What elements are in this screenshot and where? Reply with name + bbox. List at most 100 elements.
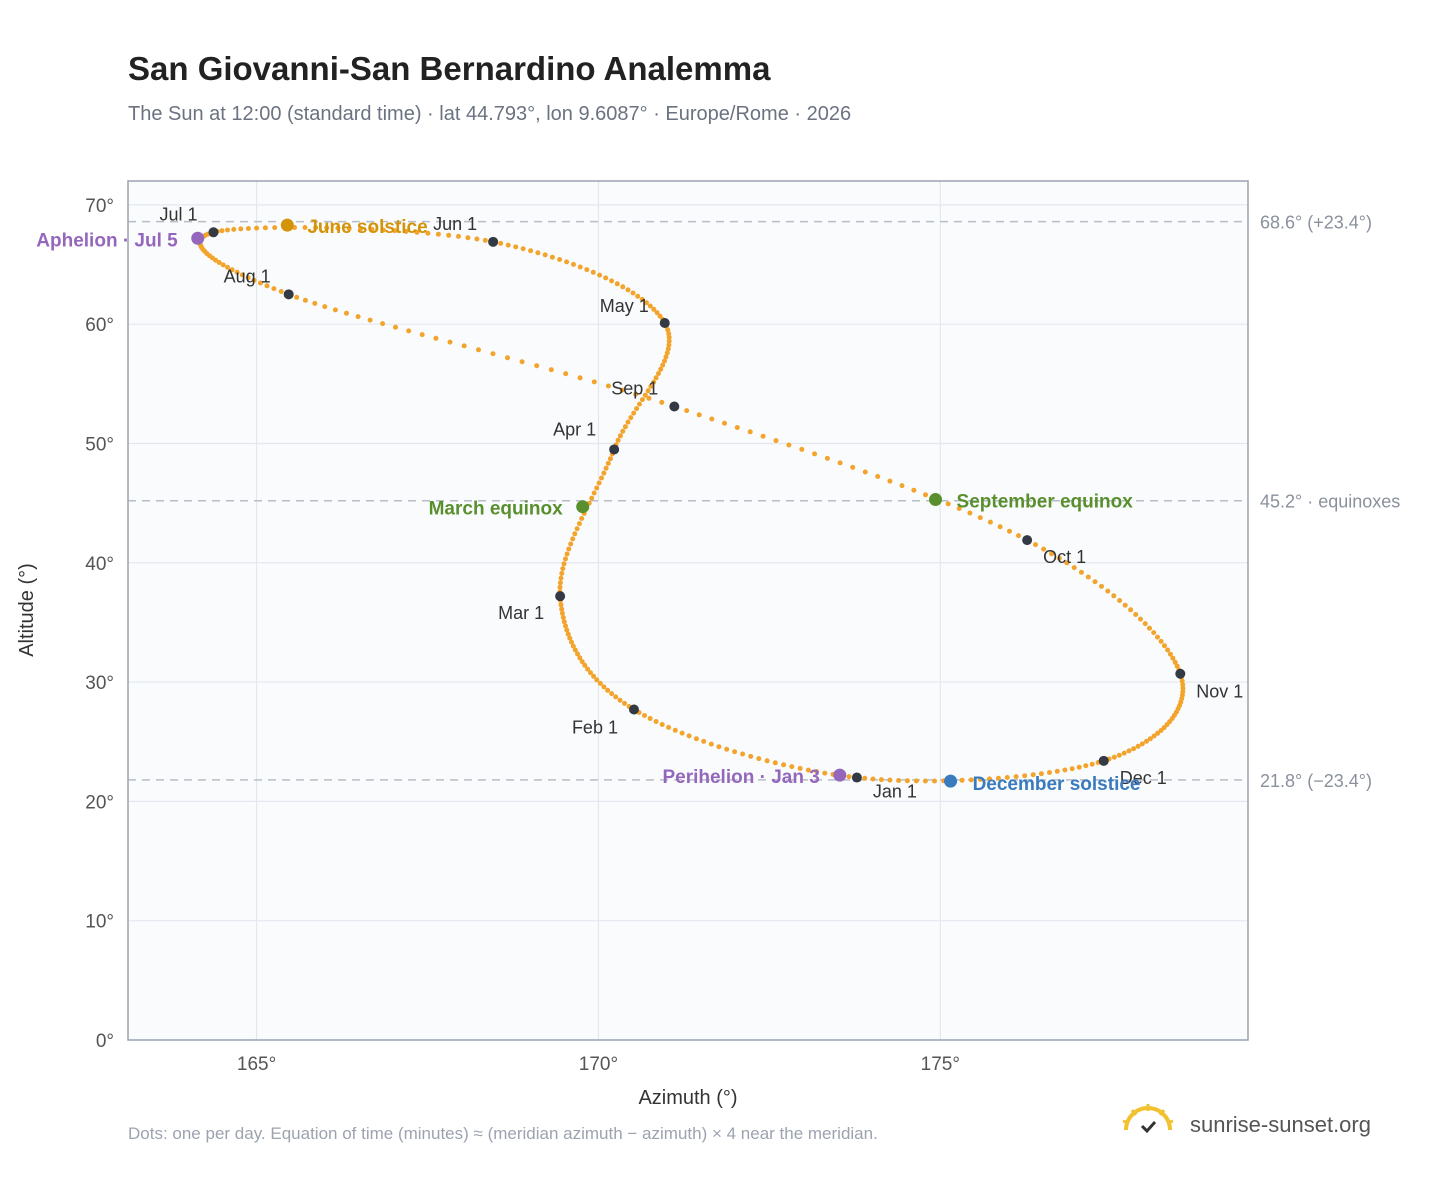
x-tick-label: 165° bbox=[237, 1054, 276, 1075]
daily-dot bbox=[520, 246, 526, 252]
daily-dot bbox=[633, 391, 639, 397]
daily-dot bbox=[367, 317, 373, 323]
month-label: Jun 1 bbox=[433, 214, 477, 234]
daily-dot bbox=[1056, 555, 1062, 561]
daily-dot bbox=[878, 777, 884, 783]
daily-dot bbox=[837, 460, 843, 466]
daily-dot bbox=[709, 416, 715, 422]
event-marker bbox=[944, 774, 958, 788]
y-tick-label: 10° bbox=[85, 912, 114, 933]
daily-dot bbox=[1030, 772, 1036, 778]
daily-dot bbox=[716, 744, 722, 750]
daily-dot bbox=[245, 275, 251, 281]
daily-dot bbox=[647, 716, 653, 721]
daily-dot bbox=[1139, 741, 1145, 747]
daily-dot bbox=[642, 713, 647, 718]
daily-dot bbox=[659, 399, 665, 405]
daily-dot bbox=[1170, 655, 1176, 661]
daily-dot bbox=[605, 460, 611, 466]
daily-dot bbox=[1049, 551, 1055, 557]
daily-dot bbox=[1151, 733, 1157, 739]
daily-dot bbox=[490, 351, 496, 357]
daily-dot bbox=[619, 387, 625, 393]
daily-dot bbox=[1142, 621, 1148, 627]
daily-dot bbox=[535, 250, 541, 256]
daily-dot bbox=[740, 751, 746, 757]
daily-dot bbox=[666, 724, 672, 730]
daily-dot bbox=[659, 722, 665, 727]
daily-dot bbox=[1038, 771, 1044, 777]
daily-dot bbox=[570, 536, 576, 542]
daily-dot bbox=[579, 516, 585, 521]
month-marker bbox=[488, 236, 499, 247]
daily-dot bbox=[708, 741, 714, 747]
x-tick-label: 170° bbox=[579, 1054, 618, 1075]
event-label: March equinox bbox=[429, 499, 564, 520]
daily-dot bbox=[617, 433, 623, 439]
daily-dot bbox=[498, 240, 504, 246]
daily-dot bbox=[216, 260, 222, 265]
month-marker bbox=[208, 227, 219, 238]
daily-dot bbox=[1071, 565, 1077, 571]
daily-dot bbox=[672, 727, 678, 733]
month-label: Oct 1 bbox=[1043, 547, 1086, 567]
month-label: Jul 1 bbox=[159, 204, 197, 224]
daily-dot bbox=[369, 226, 375, 232]
chart-subtitle: The Sun at 12:00 (standard time) · lat 4… bbox=[128, 103, 852, 125]
daily-dot bbox=[465, 235, 471, 241]
daily-dot bbox=[576, 521, 582, 527]
daily-dot bbox=[577, 375, 583, 381]
daily-dot bbox=[419, 332, 425, 338]
month-marker bbox=[283, 289, 294, 300]
daily-dot bbox=[732, 749, 738, 755]
daily-dot bbox=[461, 343, 467, 349]
daily-dot bbox=[1138, 616, 1143, 622]
daily-dot bbox=[665, 346, 671, 352]
month-label: Sep 1 bbox=[611, 378, 658, 398]
daily-dot bbox=[565, 631, 571, 637]
daily-dot bbox=[456, 233, 461, 239]
daily-dot bbox=[922, 778, 928, 784]
daily-dot bbox=[1155, 730, 1161, 736]
daily-dot bbox=[850, 464, 856, 470]
event-marker bbox=[833, 768, 847, 782]
daily-dot bbox=[734, 425, 740, 430]
event-label: December solstice bbox=[973, 774, 1141, 795]
month-marker bbox=[609, 444, 620, 455]
y-tick-label: 0° bbox=[96, 1031, 114, 1052]
daily-dot bbox=[643, 300, 649, 306]
daily-dot bbox=[324, 225, 330, 231]
daily-dot bbox=[257, 280, 263, 286]
daily-dot bbox=[664, 350, 670, 356]
daily-dot bbox=[563, 556, 568, 562]
daily-dot bbox=[589, 495, 595, 501]
brand[interactable]: sunrise-sunset.org bbox=[1120, 1102, 1400, 1146]
daily-dot bbox=[596, 480, 602, 486]
daily-dot bbox=[635, 293, 641, 299]
daily-dot bbox=[588, 670, 593, 676]
daily-dot bbox=[622, 424, 628, 430]
y-tick-label: 30° bbox=[85, 673, 114, 694]
daily-dot bbox=[505, 242, 511, 248]
month-label: Aug 1 bbox=[224, 266, 271, 286]
month-label: Apr 1 bbox=[553, 419, 596, 439]
daily-dot bbox=[1162, 643, 1167, 649]
month-label: Nov 1 bbox=[1196, 682, 1243, 702]
daily-dot bbox=[425, 230, 431, 236]
daily-dot bbox=[651, 306, 657, 312]
daily-dot bbox=[1062, 767, 1068, 773]
daily-dot bbox=[645, 388, 651, 394]
daily-dot bbox=[625, 287, 631, 293]
x-tick-label: 175° bbox=[921, 1054, 960, 1075]
chart-title: San Giovanni-San Bernardino Analemma bbox=[128, 50, 771, 87]
daily-dot bbox=[312, 300, 318, 306]
daily-dot bbox=[799, 446, 805, 452]
daily-dot bbox=[238, 226, 244, 232]
daily-dot bbox=[968, 777, 974, 783]
daily-dot bbox=[1165, 647, 1171, 653]
reference-line-label: 68.6° (+23.4°) bbox=[1260, 213, 1372, 233]
daily-dot bbox=[566, 546, 572, 552]
daily-dot bbox=[322, 304, 328, 310]
daily-dot bbox=[1099, 583, 1104, 589]
daily-dot bbox=[945, 501, 951, 507]
